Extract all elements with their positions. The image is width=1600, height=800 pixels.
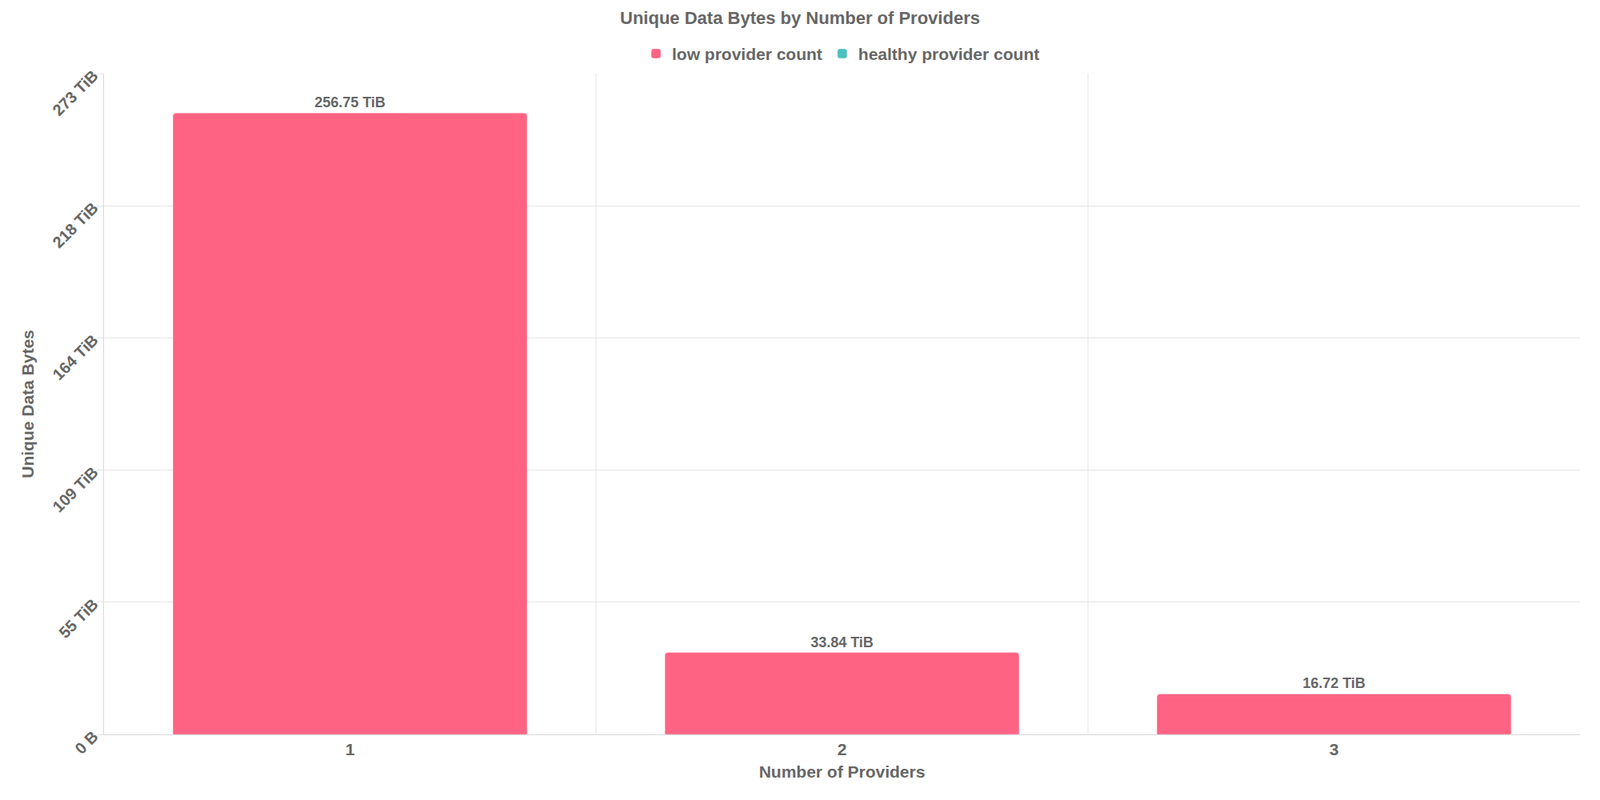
svg-text:3: 3: [1329, 740, 1340, 759]
svg-text:2: 2: [837, 740, 848, 759]
svg-text:Unique Data Bytes by Number of: Unique Data Bytes by Number of Providers: [620, 8, 980, 28]
svg-text:256.75 TiB: 256.75 TiB: [314, 94, 386, 111]
svg-text:218 TiB: 218 TiB: [48, 199, 102, 252]
svg-text:Unique Data Bytes: Unique Data Bytes: [18, 329, 37, 479]
svg-text:healthy provider count: healthy provider count: [858, 44, 1040, 64]
svg-text:1: 1: [345, 740, 356, 759]
svg-text:109 TiB: 109 TiB: [48, 463, 102, 516]
svg-text:164 TiB: 164 TiB: [48, 331, 102, 384]
svg-text:33.84 TiB: 33.84 TiB: [810, 634, 874, 651]
svg-text:Number of Providers: Number of Providers: [759, 762, 926, 781]
svg-text:0 B: 0 B: [71, 727, 102, 758]
svg-text:55 TiB: 55 TiB: [55, 595, 102, 642]
svg-text:16.72 TiB: 16.72 TiB: [1302, 675, 1366, 692]
svg-text:273 TiB: 273 TiB: [48, 66, 102, 120]
svg-text:low provider count: low provider count: [672, 44, 823, 64]
